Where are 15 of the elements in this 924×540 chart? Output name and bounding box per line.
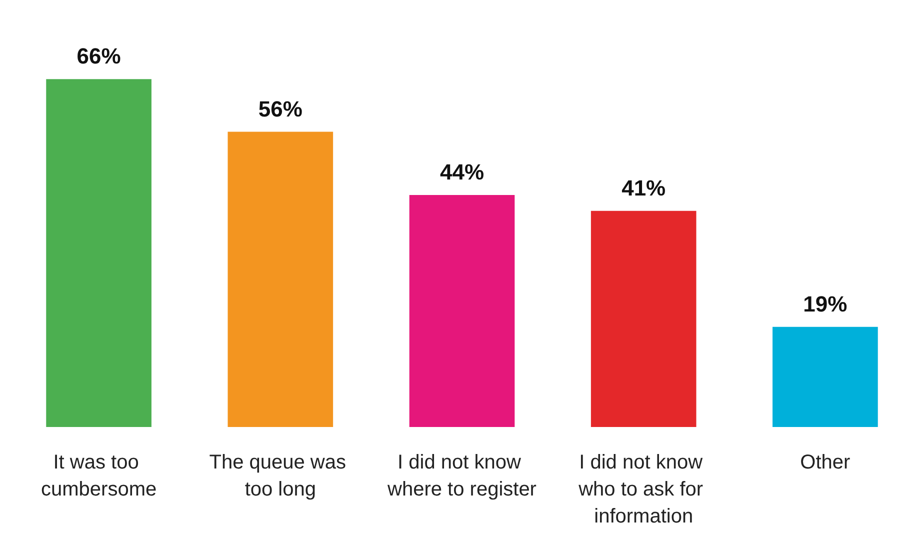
bar: [772, 326, 878, 427]
x-tick-label: It was too cumbersome: [40, 452, 157, 500]
x-tick-label: I did not know where to register: [386, 452, 537, 500]
bar: [46, 79, 152, 427]
x-tick-label: I did not know who to ask for information: [578, 452, 709, 528]
data-label: 56%: [258, 96, 302, 122]
data-label: 41%: [622, 175, 666, 200]
x-tick-label: Other: [800, 452, 851, 474]
data-label: 44%: [440, 160, 484, 185]
x-tick-label: The queue was too long: [209, 452, 352, 500]
bar: [409, 195, 515, 427]
data-label: 66%: [76, 44, 121, 69]
data-label: 19%: [803, 291, 848, 316]
bar: [590, 210, 696, 427]
bar: [228, 132, 334, 427]
